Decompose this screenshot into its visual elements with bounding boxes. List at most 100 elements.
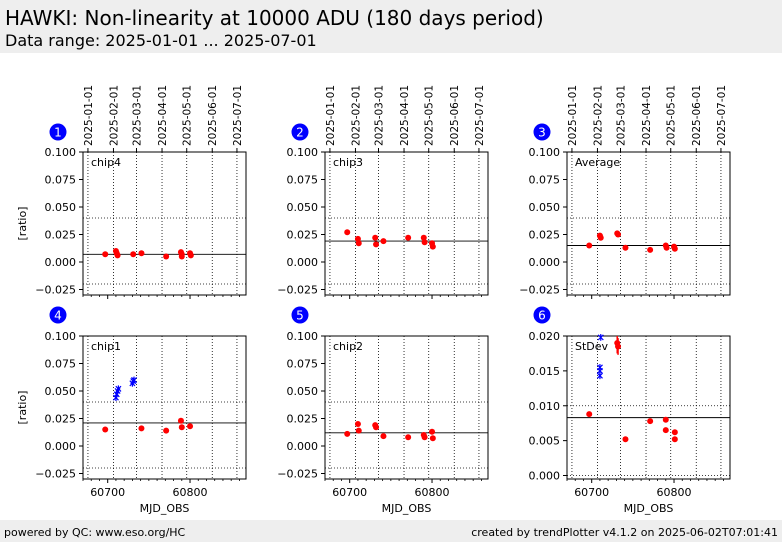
panel-number-badge [291, 123, 309, 141]
x-axis-label: MJD_OBS [382, 502, 432, 515]
panel-number-badge [49, 123, 67, 141]
y-tick-label: 0.010 [529, 400, 561, 413]
plot-frame [566, 151, 731, 296]
data-point [615, 343, 622, 350]
data-point [102, 251, 109, 258]
date-tick-label: 2025-06-01 [449, 85, 461, 146]
panel-series-label: chip4 [91, 156, 121, 169]
x-tick-label: 60800 [657, 486, 692, 499]
x-tick-label: 60700 [574, 486, 609, 499]
data-point [344, 229, 351, 236]
data-point [671, 429, 678, 436]
y-tick-label: 0.000 [287, 256, 319, 269]
y-tick-label: −0.025 [519, 284, 560, 297]
y-tick-label: 0.025 [287, 413, 319, 426]
data-point [177, 417, 184, 424]
plot-frame [566, 335, 731, 480]
y-axis-label: [ratio] [16, 207, 29, 241]
data-point [671, 245, 678, 252]
data-point [163, 253, 170, 260]
date-tick-label: 2025-07-01 [474, 85, 486, 146]
date-tick-label: 2025-02-01 [592, 85, 604, 146]
panel-number: 6 [538, 309, 546, 323]
data-point [138, 425, 145, 432]
y-tick-label: 0.075 [287, 174, 319, 187]
x-tick-label: 60700 [90, 486, 125, 499]
y-tick-label: 0.020 [529, 330, 561, 343]
footer-bar: powered by QC: www.eso.org/HC created by… [0, 520, 782, 542]
x-axis-label: MJD_OBS [624, 502, 674, 515]
panel-series-label: chip1 [91, 340, 121, 353]
date-tick-label: 2025-01-01 [567, 85, 579, 146]
y-tick-label: −0.025 [277, 468, 318, 481]
plot-frame [82, 151, 247, 296]
plot-frame [324, 335, 489, 480]
y-tick-label: 0.075 [45, 358, 77, 371]
y-tick-label: 0.025 [45, 229, 77, 242]
data-point [102, 426, 109, 433]
date-tick-label: 2025-07-01 [716, 85, 728, 146]
y-tick-label: 0.050 [529, 201, 561, 214]
plot-frame [82, 335, 247, 480]
data-point-x [596, 363, 603, 371]
x-axis-label: MJD_OBS [140, 502, 190, 515]
data-point [622, 436, 629, 443]
data-point [380, 433, 387, 440]
data-point-x [597, 333, 604, 341]
footer-created-by: created by trendPlotter v4.1.2 on 2025-0… [471, 526, 778, 539]
panel-number: 5 [296, 309, 304, 323]
x-tick-label: 60800 [415, 486, 450, 499]
y-tick-label: 0.050 [45, 201, 77, 214]
y-tick-label: 0.000 [45, 256, 77, 269]
x-tick-label: 60700 [332, 486, 367, 499]
y-tick-label: 0.075 [287, 358, 319, 371]
data-point [429, 428, 436, 435]
y-tick-label: 0.000 [529, 256, 561, 269]
date-tick-label: 2025-06-01 [207, 85, 219, 146]
y-tick-label: 0.100 [45, 146, 77, 159]
y-tick-label: 0.050 [287, 385, 319, 398]
y-tick-label: 0.005 [529, 435, 561, 448]
panel-number-badge [533, 123, 551, 141]
date-tick-label: 2025-05-01 [666, 85, 678, 146]
date-tick-label: 2025-04-01 [399, 85, 411, 146]
y-tick-label: 0.100 [45, 330, 77, 343]
data-range-subtitle: Data range: 2025-01-01 ... 2025-07-01 [5, 31, 317, 50]
data-point [663, 244, 670, 251]
data-point [178, 424, 185, 431]
date-tick-label: 2025-05-01 [182, 85, 194, 146]
date-tick-label: 2025-01-01 [325, 85, 337, 146]
data-point [622, 244, 629, 251]
date-tick-label: 2025-03-01 [616, 85, 628, 146]
data-point [671, 436, 678, 443]
panel-number: 2 [296, 126, 304, 140]
header-bar: HAWKI: Non-linearity at 10000 ADU (180 d… [0, 0, 782, 53]
data-point [355, 240, 362, 247]
data-point [344, 430, 351, 437]
footer-powered-by: powered by QC: www.eso.org/HC [4, 526, 186, 539]
y-tick-label: 0.015 [529, 365, 561, 378]
data-point [421, 434, 428, 441]
y-tick-label: 0.100 [287, 330, 319, 343]
data-point [615, 231, 622, 238]
y-tick-label: 0.100 [529, 146, 561, 159]
panel-number: 1 [54, 126, 62, 140]
data-point-x [131, 376, 138, 384]
y-axis-label: [ratio] [16, 391, 29, 425]
y-tick-label: 0.025 [45, 413, 77, 426]
y-tick-label: 0.075 [529, 174, 561, 187]
data-point [429, 243, 436, 250]
date-tick-label: 2025-04-01 [641, 85, 653, 146]
y-tick-label: 0.050 [45, 385, 77, 398]
y-tick-label: 0.000 [529, 470, 561, 483]
data-point [597, 234, 604, 241]
date-tick-label: 2025-05-01 [424, 85, 436, 146]
date-tick-label: 2025-07-01 [232, 85, 244, 146]
y-tick-label: 0.025 [529, 229, 561, 242]
data-point [647, 246, 654, 253]
y-tick-label: 0.050 [287, 201, 319, 214]
data-point [130, 251, 137, 258]
panel-series-label: StDev [575, 340, 609, 353]
y-tick-label: 0.100 [287, 146, 319, 159]
chart-grid: −0.0250.0000.0250.0500.0750.100[ratio]20… [16, 85, 731, 515]
